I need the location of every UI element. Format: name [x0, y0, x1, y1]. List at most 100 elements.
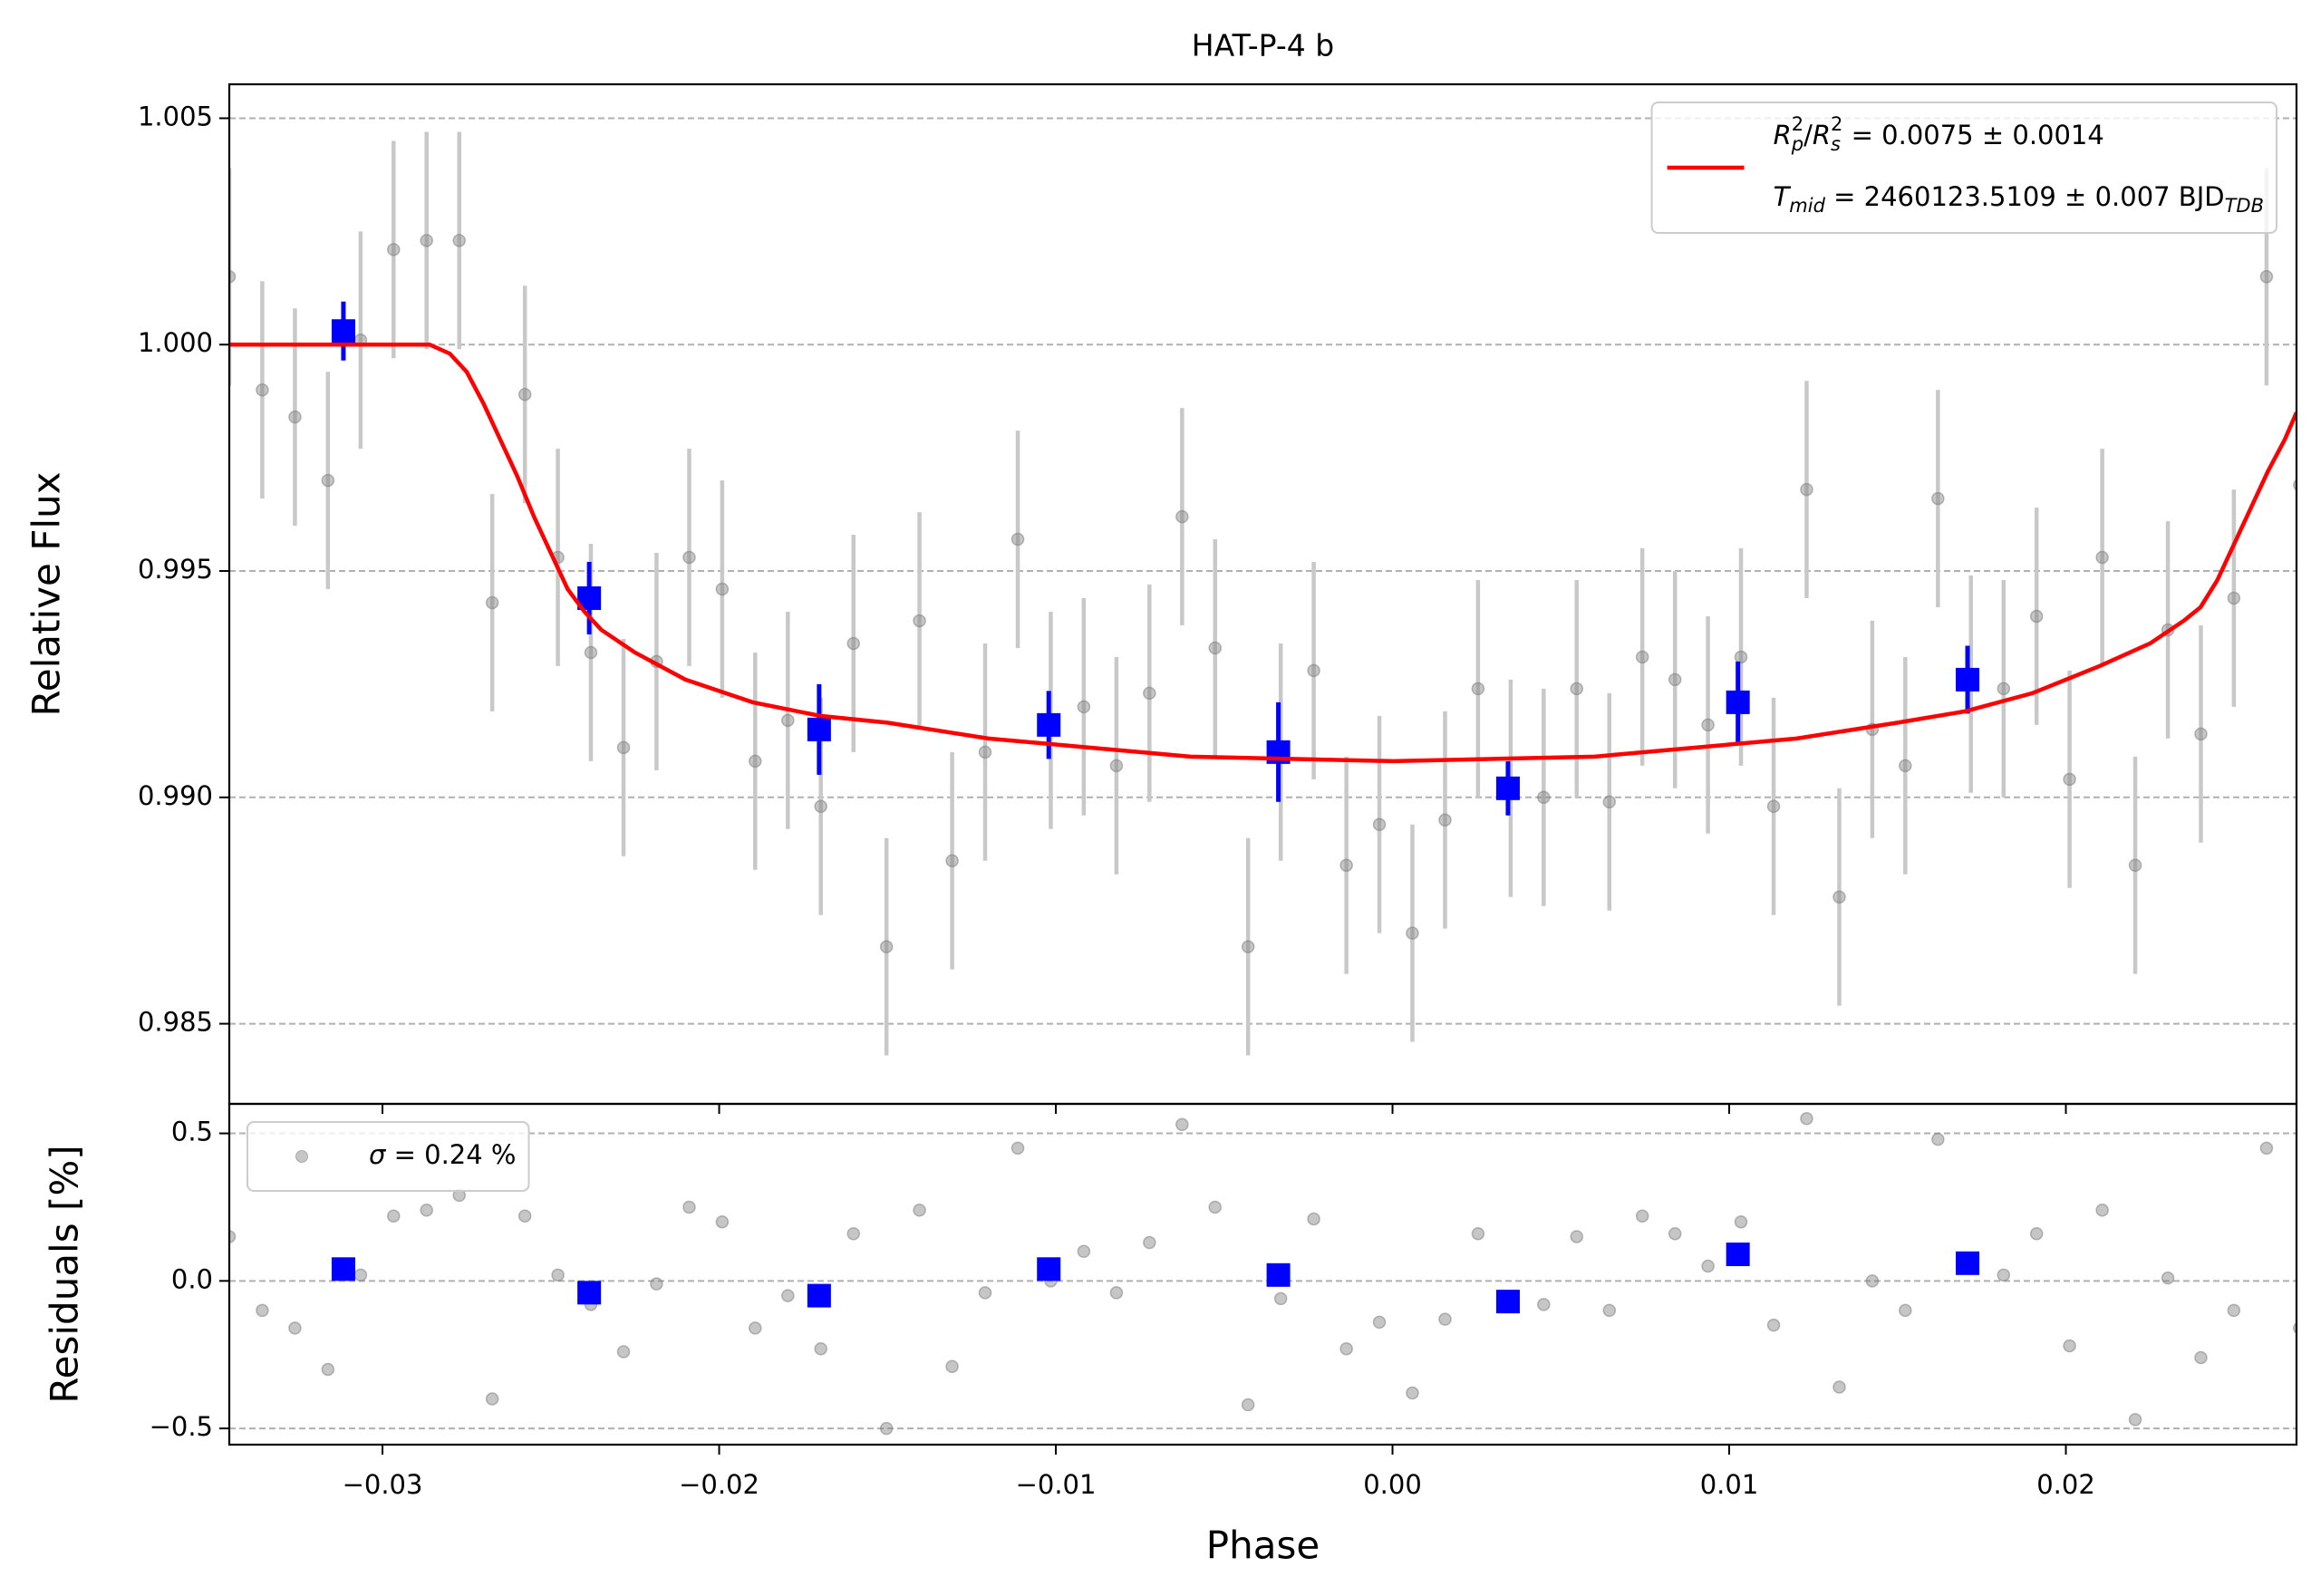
- data-point: [1438, 813, 1452, 827]
- data-point: [814, 1341, 827, 1356]
- data-point: [321, 1362, 335, 1377]
- data-point: [2128, 1413, 2142, 1427]
- data-point: [1241, 940, 1255, 953]
- data-point: [1077, 1244, 1091, 1259]
- legend-box: [1650, 102, 2277, 234]
- data-point: [1175, 509, 1189, 524]
- legend-label: Tmid = 2460123.5109 ± 0.007 BJDTDB: [1774, 181, 2264, 217]
- data-point: [2259, 270, 2274, 284]
- data-point: [551, 1268, 565, 1282]
- data-point: [288, 410, 302, 424]
- legend-text: 2: [1831, 113, 1842, 135]
- legend-text: p: [1791, 133, 1803, 155]
- data-point: [387, 1209, 401, 1223]
- data-point: [682, 550, 696, 565]
- legend-text: = 0.0075 ± 0.0014: [1842, 120, 2103, 150]
- data-point: [1899, 759, 1912, 773]
- legend-label: Rp2/Rs2 = 0.0075 ± 0.0014: [1774, 113, 2104, 155]
- data-point: [1668, 672, 1682, 687]
- data-point: [2259, 1141, 2274, 1156]
- y-tick-label: −0.5: [150, 1411, 213, 1442]
- data-point: [1406, 926, 1419, 940]
- data-point: [1339, 1341, 1353, 1356]
- legend-box: [247, 1121, 530, 1192]
- data-point: [420, 234, 433, 247]
- binned-point: [1956, 667, 1980, 692]
- binned-point: [1266, 1262, 1291, 1287]
- data-point: [715, 582, 730, 596]
- legend-text: /: [1803, 120, 1813, 150]
- y-axis-label: Relative Flux: [24, 471, 69, 716]
- binned-point: [1726, 690, 1750, 714]
- data-point: [682, 1200, 696, 1214]
- data-point: [1734, 650, 1748, 664]
- data-point: [1273, 1291, 1288, 1306]
- legend-text: T: [1774, 181, 1792, 212]
- data-point: [879, 940, 894, 953]
- data-point: [1997, 1268, 2011, 1282]
- data-point: [1931, 491, 1945, 506]
- binned-point: [1037, 1257, 1061, 1282]
- data-point: [2029, 609, 2044, 624]
- data-point: [1208, 1200, 1222, 1214]
- plot-area: [229, 131, 2296, 1056]
- data-point: [781, 713, 795, 728]
- data-point: [1766, 799, 1781, 814]
- data-point: [2095, 1203, 2109, 1217]
- data-point: [945, 854, 959, 867]
- data-point: [485, 1392, 499, 1406]
- data-point: [1109, 759, 1124, 773]
- data-point: [1570, 682, 1583, 696]
- data-point: [1438, 1312, 1452, 1326]
- data-point: [2095, 550, 2109, 565]
- data-point: [1668, 1226, 1682, 1241]
- data-point: [1800, 1112, 1813, 1126]
- data-point: [229, 270, 237, 284]
- y-axis-label: Residuals [%]: [43, 1145, 87, 1403]
- data-point: [978, 1286, 992, 1300]
- x-tick-label: −0.02: [679, 1469, 759, 1500]
- plot-area: [229, 1112, 2296, 1436]
- data-point: [1241, 1398, 1255, 1412]
- data-point: [1143, 686, 1156, 701]
- data-point: [781, 1289, 795, 1302]
- data-point: [1701, 718, 1715, 732]
- legend-text: mid: [1789, 195, 1825, 217]
- y-tick-label: 1.005: [138, 101, 213, 131]
- data-point: [616, 1345, 631, 1359]
- y-tick-label: 1.000: [138, 327, 213, 358]
- data-point: [1800, 482, 1813, 497]
- data-point: [846, 636, 861, 651]
- binned-point: [1956, 1251, 1980, 1275]
- data-point: [1077, 700, 1091, 714]
- chart-title: HAT-P-4 b: [1192, 28, 1334, 63]
- data-point: [1602, 1303, 1617, 1318]
- legend-text: = 2460123.5109 ± 0.007 BJD: [1825, 181, 2225, 212]
- data-point: [1602, 795, 1617, 809]
- y-tick-label: 0.985: [138, 1007, 213, 1038]
- axes-frame: [227, 1102, 2298, 1446]
- binned-point: [1037, 712, 1061, 737]
- data-point: [1899, 1303, 1912, 1318]
- data-point: [1010, 1141, 1025, 1156]
- data-point: [387, 243, 401, 256]
- data-point: [353, 1268, 368, 1282]
- data-point: [420, 1203, 433, 1217]
- data-point: [256, 1303, 269, 1318]
- legend-text: TDB: [2225, 195, 2264, 217]
- data-point: [1307, 663, 1320, 678]
- data-point: [1734, 1214, 1748, 1229]
- data-point: [2227, 591, 2241, 605]
- binned-point: [1495, 776, 1520, 800]
- x-tick-label: 0.01: [1700, 1469, 1759, 1500]
- binned-point: [807, 1283, 831, 1308]
- data-point: [2194, 727, 2208, 741]
- legend-text: = 0.24 %: [385, 1139, 516, 1170]
- binned-point: [1495, 1290, 1520, 1314]
- data-point: [879, 1421, 894, 1436]
- data-point: [2227, 1303, 2241, 1318]
- y-tick-label: 0.990: [138, 780, 213, 811]
- binned-point: [331, 319, 355, 343]
- data-point: [1537, 790, 1551, 805]
